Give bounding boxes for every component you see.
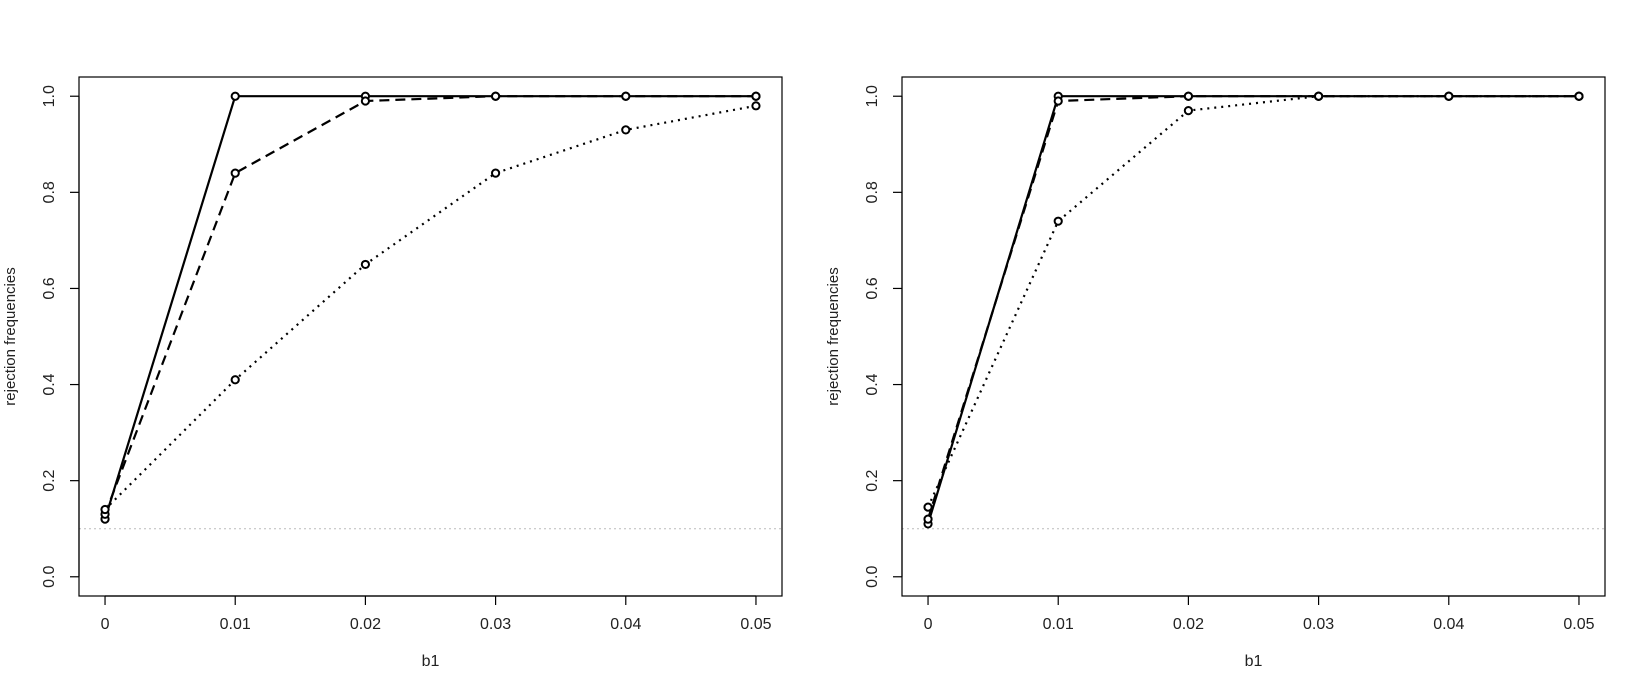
- y-axis-label: rejection frequencies: [825, 267, 842, 405]
- plot-frame: [901, 76, 1606, 597]
- x-tick-label: 0.01: [220, 616, 251, 633]
- data-point: [751, 91, 761, 101]
- data-point: [1053, 216, 1063, 226]
- y-tick-label: 0.2: [864, 469, 881, 491]
- x-tick-label: 0: [924, 616, 933, 633]
- x-tick-label: 0.04: [610, 616, 641, 633]
- data-point: [751, 101, 761, 111]
- x-tick-label: 0.02: [350, 616, 381, 633]
- data-point: [490, 91, 501, 101]
- y-tick-label: 1.0: [864, 85, 881, 107]
- x-tick-label: 0.05: [1563, 616, 1594, 633]
- data-point: [1183, 106, 1194, 116]
- x-tick-label: 0.05: [740, 616, 771, 633]
- x-tick-label: 0.01: [1043, 616, 1074, 633]
- y-tick-label: 0.4: [41, 373, 58, 395]
- data-point: [923, 514, 933, 524]
- data-point: [621, 91, 631, 101]
- series-line-dotted: [104, 104, 757, 511]
- data-point: [360, 259, 371, 270]
- plot-frame: [78, 76, 783, 597]
- x-tick-label: 0.02: [1173, 616, 1204, 633]
- x-axis-label: b1: [422, 653, 440, 670]
- y-tick-label: 0.6: [41, 277, 58, 299]
- data-point: [923, 502, 933, 512]
- data-point: [490, 168, 501, 178]
- y-tick-label: 0.6: [864, 277, 881, 299]
- series-line-dashed: [103, 95, 756, 515]
- x-tick-label: 0: [101, 616, 110, 633]
- data-point: [1313, 91, 1324, 101]
- data-point: [1444, 91, 1454, 101]
- series-line-dashed: [926, 95, 1579, 520]
- y-tick-label: 1.0: [41, 85, 58, 107]
- data-point: [230, 91, 240, 101]
- y-axis-label: rejection frequencies: [2, 267, 19, 405]
- y-tick-label: 0.8: [864, 181, 881, 203]
- series-line-dotted: [926, 95, 1579, 508]
- data-point: [230, 375, 240, 385]
- data-point: [100, 504, 110, 515]
- x-tick-label: 0.03: [480, 616, 511, 633]
- data-point: [1183, 91, 1194, 101]
- x-axis-label: b1: [1245, 653, 1263, 670]
- y-tick-label: 0.4: [864, 373, 881, 395]
- data-point: [230, 168, 240, 178]
- series-line-solid: [926, 95, 1579, 525]
- left-panel: 0 0.01 0.02 0.03 0.04 0.05 0.0 0.2 0.4 0.6 0.8 1.0 b…: [2, 76, 783, 670]
- data-point: [621, 125, 631, 135]
- x-tick-label: 0.03: [1303, 616, 1334, 633]
- data-point: [360, 96, 371, 106]
- data-point: [1574, 91, 1584, 101]
- right-panel: 0 0.01 0.02 0.03 0.04 0.05 0.0 0.2 0.4 0.6 0.8 1.0 b…: [825, 76, 1606, 670]
- series-line-solid: [103, 95, 756, 520]
- x-tick-label: 0.04: [1433, 616, 1464, 633]
- y-tick-label: 0.2: [41, 469, 58, 491]
- data-point: [1053, 96, 1063, 106]
- y-tick-label: 0.0: [41, 566, 58, 588]
- y-tick-label: 0.8: [41, 181, 58, 203]
- y-tick-label: 0.0: [864, 566, 881, 588]
